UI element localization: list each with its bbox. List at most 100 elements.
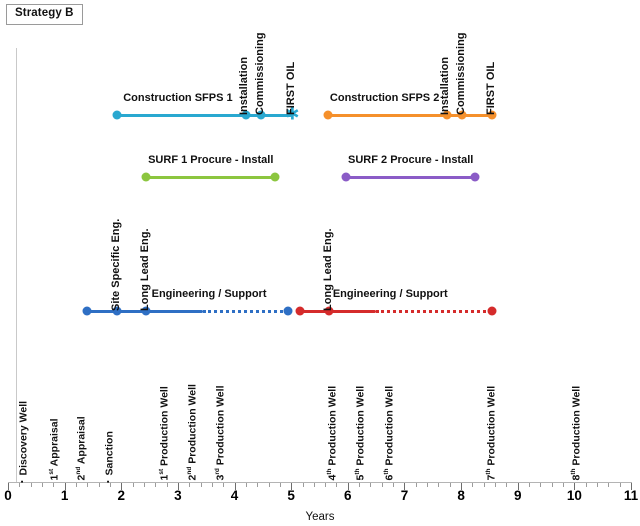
event-label: 1st Production Well bbox=[157, 386, 171, 481]
x-tick-label: 6 bbox=[344, 488, 352, 503]
x-tick-minor bbox=[200, 483, 202, 487]
milestone-label: Long Lead Eng. bbox=[321, 228, 334, 312]
milestone-label: Installation bbox=[439, 56, 452, 115]
milestone-node-marker[interactable] bbox=[341, 172, 351, 182]
milestone-label: Commissioning bbox=[253, 32, 266, 115]
event-label: 6th Production Well bbox=[382, 385, 396, 481]
x-tick-label: 0 bbox=[4, 488, 12, 503]
x-tick-major bbox=[631, 483, 632, 490]
event-label: 4th Production Well bbox=[326, 385, 339, 481]
x-tick-minor bbox=[245, 483, 247, 487]
gantt-bar-solid[interactable] bbox=[346, 175, 476, 179]
x-tick-major bbox=[517, 483, 519, 490]
event-label: 7th Production Well bbox=[484, 385, 498, 481]
x-tick-minor bbox=[370, 483, 372, 487]
x-axis-title: Years bbox=[305, 511, 335, 523]
x-tick-minor bbox=[336, 483, 338, 487]
x-tick-major bbox=[347, 483, 349, 490]
milestone-node-marker[interactable] bbox=[442, 110, 452, 120]
milestone-label: Long Lead Eng. bbox=[138, 228, 151, 312]
milestone-node-marker[interactable] bbox=[323, 110, 333, 120]
milestone-node-marker[interactable] bbox=[295, 306, 305, 316]
milestone-node-marker[interactable] bbox=[241, 110, 251, 120]
x-tick-minor bbox=[41, 483, 43, 487]
x-tick-major bbox=[64, 483, 66, 490]
x-tick-minor bbox=[279, 483, 281, 487]
event-label: 1st Appraisal bbox=[47, 418, 61, 481]
event-label: 2nd Production Well bbox=[185, 384, 199, 481]
x-tick-major bbox=[404, 483, 406, 490]
x-tick-minor bbox=[75, 483, 77, 487]
gantt-bar-solid[interactable] bbox=[146, 175, 276, 179]
gantt-bar-solid[interactable] bbox=[300, 309, 376, 313]
event-label: · Discovery Well bbox=[14, 400, 30, 484]
x-tick-minor bbox=[381, 483, 383, 487]
milestone-node-marker[interactable] bbox=[270, 172, 280, 182]
milestone-node-marker[interactable] bbox=[457, 110, 467, 120]
milestone-label: FIRST OIL bbox=[284, 61, 297, 115]
event-label: · Sanction bbox=[100, 431, 116, 484]
milestone-star-marker[interactable]: ✱ bbox=[285, 104, 300, 125]
x-tick-minor bbox=[529, 483, 531, 487]
gantt-bar-label: Engineering / Support bbox=[151, 288, 267, 300]
x-tick-major bbox=[234, 483, 236, 490]
milestone-label: FIRST OIL bbox=[484, 61, 497, 115]
x-tick-minor bbox=[551, 483, 553, 487]
gantt-bar-label: Construction SFPS 2 bbox=[329, 92, 440, 104]
x-tick-minor bbox=[506, 483, 508, 487]
milestone-node-marker[interactable] bbox=[82, 306, 92, 316]
x-tick-label: 4 bbox=[230, 488, 239, 503]
x-tick-label: 3 bbox=[174, 488, 182, 503]
gantt-bar-solid[interactable] bbox=[327, 113, 493, 117]
x-tick-minor bbox=[109, 483, 111, 487]
milestone-node-marker[interactable] bbox=[112, 306, 122, 316]
y-axis-line bbox=[16, 48, 17, 482]
x-tick-minor bbox=[325, 483, 327, 487]
milestone-node-marker[interactable] bbox=[141, 172, 151, 182]
milestone-node-marker[interactable] bbox=[256, 110, 266, 120]
x-tick-minor bbox=[189, 483, 191, 487]
x-tick-minor bbox=[619, 483, 621, 487]
x-tick-minor bbox=[257, 483, 259, 487]
x-tick-minor bbox=[540, 483, 542, 487]
x-tick-minor bbox=[472, 483, 474, 487]
x-tick-minor bbox=[449, 483, 451, 487]
x-axis-line bbox=[8, 482, 632, 483]
x-tick-minor bbox=[30, 483, 32, 487]
gantt-bar-label: Engineering / Support bbox=[332, 288, 448, 300]
milestone-node-marker[interactable] bbox=[487, 110, 497, 120]
milestone-label: Commissioning bbox=[454, 32, 467, 115]
x-tick-minor bbox=[268, 483, 270, 487]
milestone-node-marker[interactable] bbox=[324, 306, 334, 316]
event-label: 2nd Appraisal bbox=[75, 416, 88, 481]
event-label: 8th Production Well bbox=[569, 385, 583, 481]
x-tick-minor bbox=[313, 483, 315, 487]
x-tick-minor bbox=[585, 483, 587, 487]
event-label: 5th Production Well bbox=[354, 385, 367, 481]
x-tick-minor bbox=[155, 483, 157, 487]
gantt-bar-dotted[interactable] bbox=[202, 309, 289, 313]
x-tick-minor bbox=[98, 483, 100, 487]
gantt-bar-dotted[interactable] bbox=[375, 309, 493, 313]
x-tick-minor bbox=[87, 483, 89, 487]
milestone-node-marker[interactable] bbox=[470, 172, 480, 182]
gantt-bar-solid[interactable] bbox=[117, 113, 293, 117]
x-tick-label: 11 bbox=[623, 488, 639, 503]
strategy-badge: Strategy B bbox=[6, 4, 83, 25]
x-tick-minor bbox=[427, 483, 429, 487]
x-tick-major bbox=[461, 483, 463, 490]
milestone-node-marker[interactable] bbox=[283, 306, 293, 316]
x-tick-label: 8 bbox=[457, 488, 465, 503]
gantt-bar-label: SURF 1 Procure - Install bbox=[148, 154, 274, 166]
x-tick-major bbox=[291, 483, 293, 490]
milestone-node-marker[interactable] bbox=[487, 306, 497, 316]
x-tick-minor bbox=[166, 483, 168, 487]
x-tick-label: 5 bbox=[287, 488, 295, 503]
x-tick-minor bbox=[393, 483, 395, 487]
x-tick-minor bbox=[19, 483, 21, 487]
milestone-node-marker[interactable] bbox=[141, 306, 151, 316]
milestone-node-marker[interactable] bbox=[112, 110, 122, 120]
x-tick-major bbox=[574, 483, 576, 490]
x-tick-major bbox=[177, 483, 179, 490]
